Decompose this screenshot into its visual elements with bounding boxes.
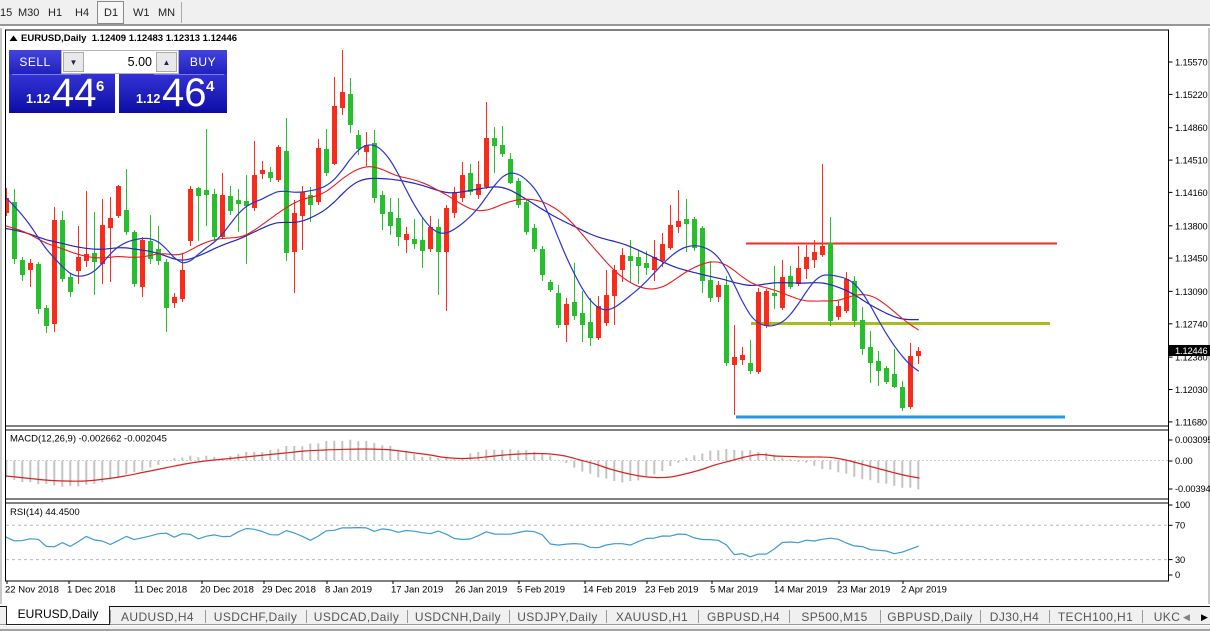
svg-text:0.00: 0.00 bbox=[1175, 456, 1193, 466]
svg-text:0: 0 bbox=[1175, 570, 1180, 580]
svg-text:1.14860: 1.14860 bbox=[1175, 123, 1208, 133]
svg-text:1.15220: 1.15220 bbox=[1175, 90, 1208, 100]
svg-text:RSI(14) 44.4500: RSI(14) 44.4500 bbox=[10, 507, 80, 518]
svg-text:1 Dec 2018: 1 Dec 2018 bbox=[67, 585, 116, 596]
svg-text:1.14160: 1.14160 bbox=[1175, 188, 1208, 198]
svg-text:1.11680: 1.11680 bbox=[1175, 417, 1207, 427]
svg-text:23 Feb 2019: 23 Feb 2019 bbox=[645, 585, 698, 596]
svg-text:1.14510: 1.14510 bbox=[1175, 156, 1208, 166]
svg-text:14 Mar 2019: 14 Mar 2019 bbox=[774, 585, 827, 596]
svg-text:0.003095: 0.003095 bbox=[1175, 435, 1210, 445]
svg-text:8 Jan 2019: 8 Jan 2019 bbox=[325, 585, 372, 596]
svg-text:1.12380: 1.12380 bbox=[1175, 353, 1208, 363]
svg-text:70: 70 bbox=[1175, 521, 1185, 531]
svg-text:2 Apr 2019: 2 Apr 2019 bbox=[901, 585, 947, 596]
svg-text:1.13090: 1.13090 bbox=[1175, 287, 1208, 297]
svg-text:-0.003947: -0.003947 bbox=[1175, 484, 1210, 494]
svg-text:1.13450: 1.13450 bbox=[1175, 254, 1208, 264]
svg-text:1.12030: 1.12030 bbox=[1175, 385, 1208, 395]
svg-text:1.15570: 1.15570 bbox=[1175, 58, 1208, 68]
svg-text:11 Dec 2018: 11 Dec 2018 bbox=[134, 585, 187, 596]
svg-text:30: 30 bbox=[1175, 555, 1185, 565]
svg-text:26 Jan 2019: 26 Jan 2019 bbox=[455, 585, 507, 596]
svg-text:1.13800: 1.13800 bbox=[1175, 221, 1208, 231]
svg-text:5 Mar 2019: 5 Mar 2019 bbox=[710, 585, 758, 596]
svg-text:5 Feb 2019: 5 Feb 2019 bbox=[517, 585, 565, 596]
svg-text:1.12740: 1.12740 bbox=[1175, 319, 1208, 329]
svg-text:29 Dec 2018: 29 Dec 2018 bbox=[262, 585, 316, 596]
svg-text:22 Nov 2018: 22 Nov 2018 bbox=[5, 585, 59, 596]
svg-text:100: 100 bbox=[1175, 500, 1190, 510]
svg-text:17 Jan 2019: 17 Jan 2019 bbox=[391, 585, 443, 596]
svg-text:20 Dec 2018: 20 Dec 2018 bbox=[200, 585, 254, 596]
svg-text:MACD(12,26,9) -0.002662 -0.002: MACD(12,26,9) -0.002662 -0.002045 bbox=[10, 434, 167, 445]
svg-text:14 Feb 2019: 14 Feb 2019 bbox=[583, 585, 636, 596]
svg-text:23 Mar 2019: 23 Mar 2019 bbox=[837, 585, 890, 596]
svg-text:1.12446: 1.12446 bbox=[1175, 346, 1208, 356]
